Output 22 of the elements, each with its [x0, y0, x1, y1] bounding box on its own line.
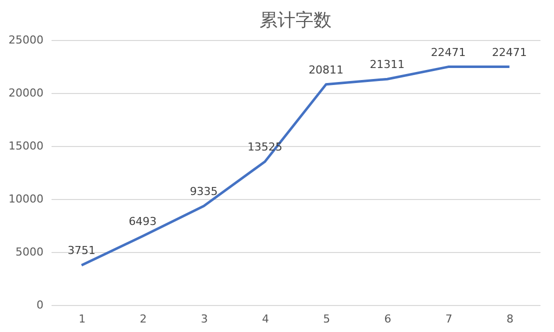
data-label: 22471: [492, 46, 527, 59]
data-label: 22471: [430, 46, 466, 59]
y-tick-label: 25000: [8, 34, 44, 46]
x-tick-label: 7: [445, 312, 452, 326]
x-tick-label: 2: [140, 312, 147, 326]
y-tick-label: 0: [36, 298, 44, 312]
data-label: 3751: [68, 244, 96, 258]
y-tick-label: 5000: [16, 246, 44, 258]
x-tick-label: 4: [262, 312, 269, 326]
x-tick-label: 1: [78, 312, 86, 326]
y-tick-label: 20000: [8, 86, 44, 100]
data-label: 20811: [308, 63, 344, 76]
y-tick-label: 10000: [8, 192, 44, 206]
data-label: 6493: [128, 215, 157, 228]
y-tick-label: 15000: [8, 140, 44, 152]
data-label: 9335: [190, 185, 218, 198]
chart-title: 累计字数: [260, 10, 332, 31]
x-tick-label: 3: [200, 312, 208, 326]
data-label: 21311: [370, 58, 405, 72]
x-tick-label: 5: [323, 312, 330, 326]
x-tick-label: 8: [506, 312, 514, 326]
x-tick-label: 6: [384, 312, 392, 326]
